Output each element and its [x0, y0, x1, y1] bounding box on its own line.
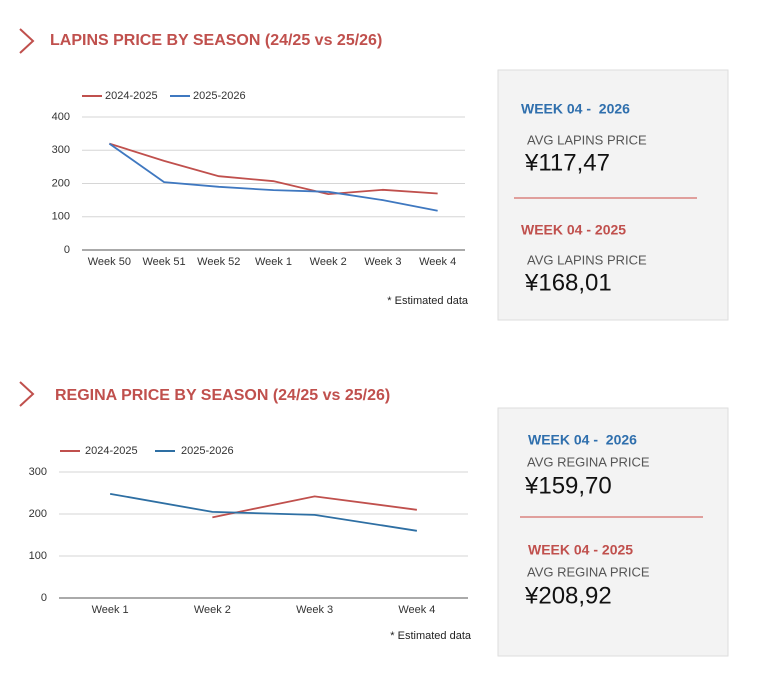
panel-week: WEEK 04 - 2026	[528, 432, 637, 448]
panel	[497, 69, 729, 321]
panel-price: ¥117,47	[524, 149, 610, 176]
x-tick-label: Week 1	[92, 604, 129, 616]
section-title: LAPINS PRICE BY SEASON (24/25 vs 25/26)	[50, 32, 382, 49]
x-tick-label: Week 4	[398, 604, 435, 616]
y-tick-label: 300	[52, 144, 70, 156]
panel-label: AVG LAPINS PRICE	[527, 252, 647, 267]
legend-label: 2025-2026	[193, 90, 246, 102]
series-line	[108, 142, 438, 212]
x-tick-label: Week 50	[88, 256, 131, 268]
x-tick-label: Week 2	[310, 256, 347, 268]
legend-label: 2024-2025	[85, 445, 138, 457]
series-line	[212, 495, 417, 519]
panel-price: ¥208,92	[524, 582, 612, 609]
legend-label: 2025-2026	[181, 445, 234, 457]
y-tick-label: 0	[41, 592, 47, 604]
panel-label: AVG REGINA PRICE	[527, 564, 650, 579]
y-tick-label: 100	[52, 211, 70, 223]
x-tick-label: Week 3	[296, 604, 333, 616]
chevron	[19, 381, 35, 407]
y-tick-label: 300	[29, 466, 47, 478]
chevron	[19, 28, 35, 54]
series-line	[109, 142, 438, 196]
panel-label: AVG REGINA PRICE	[527, 454, 650, 469]
section-title: REGINA PRICE BY SEASON (24/25 vs 25/26)	[55, 387, 390, 404]
panel-week: WEEK 04 - 2025	[521, 222, 626, 238]
footnote: * Estimated data	[387, 295, 469, 307]
y-tick-label: 0	[64, 244, 70, 256]
x-tick-label: Week 4	[419, 256, 456, 268]
panel	[497, 407, 729, 657]
panel-label: AVG LAPINS PRICE	[527, 132, 647, 147]
y-tick-label: 400	[52, 111, 70, 123]
y-tick-label: 100	[29, 550, 47, 562]
panel-price: ¥159,70	[524, 472, 612, 499]
x-tick-label: Week 51	[142, 256, 185, 268]
series-line	[109, 492, 418, 532]
x-tick-label: Week 2	[194, 604, 231, 616]
x-tick-label: Week 52	[197, 256, 240, 268]
panel-week: WEEK 04 - 2026	[521, 101, 630, 117]
y-tick-label: 200	[29, 508, 47, 520]
y-tick-label: 200	[52, 177, 70, 189]
footnote: * Estimated data	[390, 630, 472, 642]
legend-label: 2024-2025	[105, 90, 158, 102]
panel-price: ¥168,01	[524, 269, 612, 296]
panel-week: WEEK 04 - 2025	[528, 542, 633, 558]
x-tick-label: Week 3	[364, 256, 401, 268]
x-tick-label: Week 1	[255, 256, 292, 268]
